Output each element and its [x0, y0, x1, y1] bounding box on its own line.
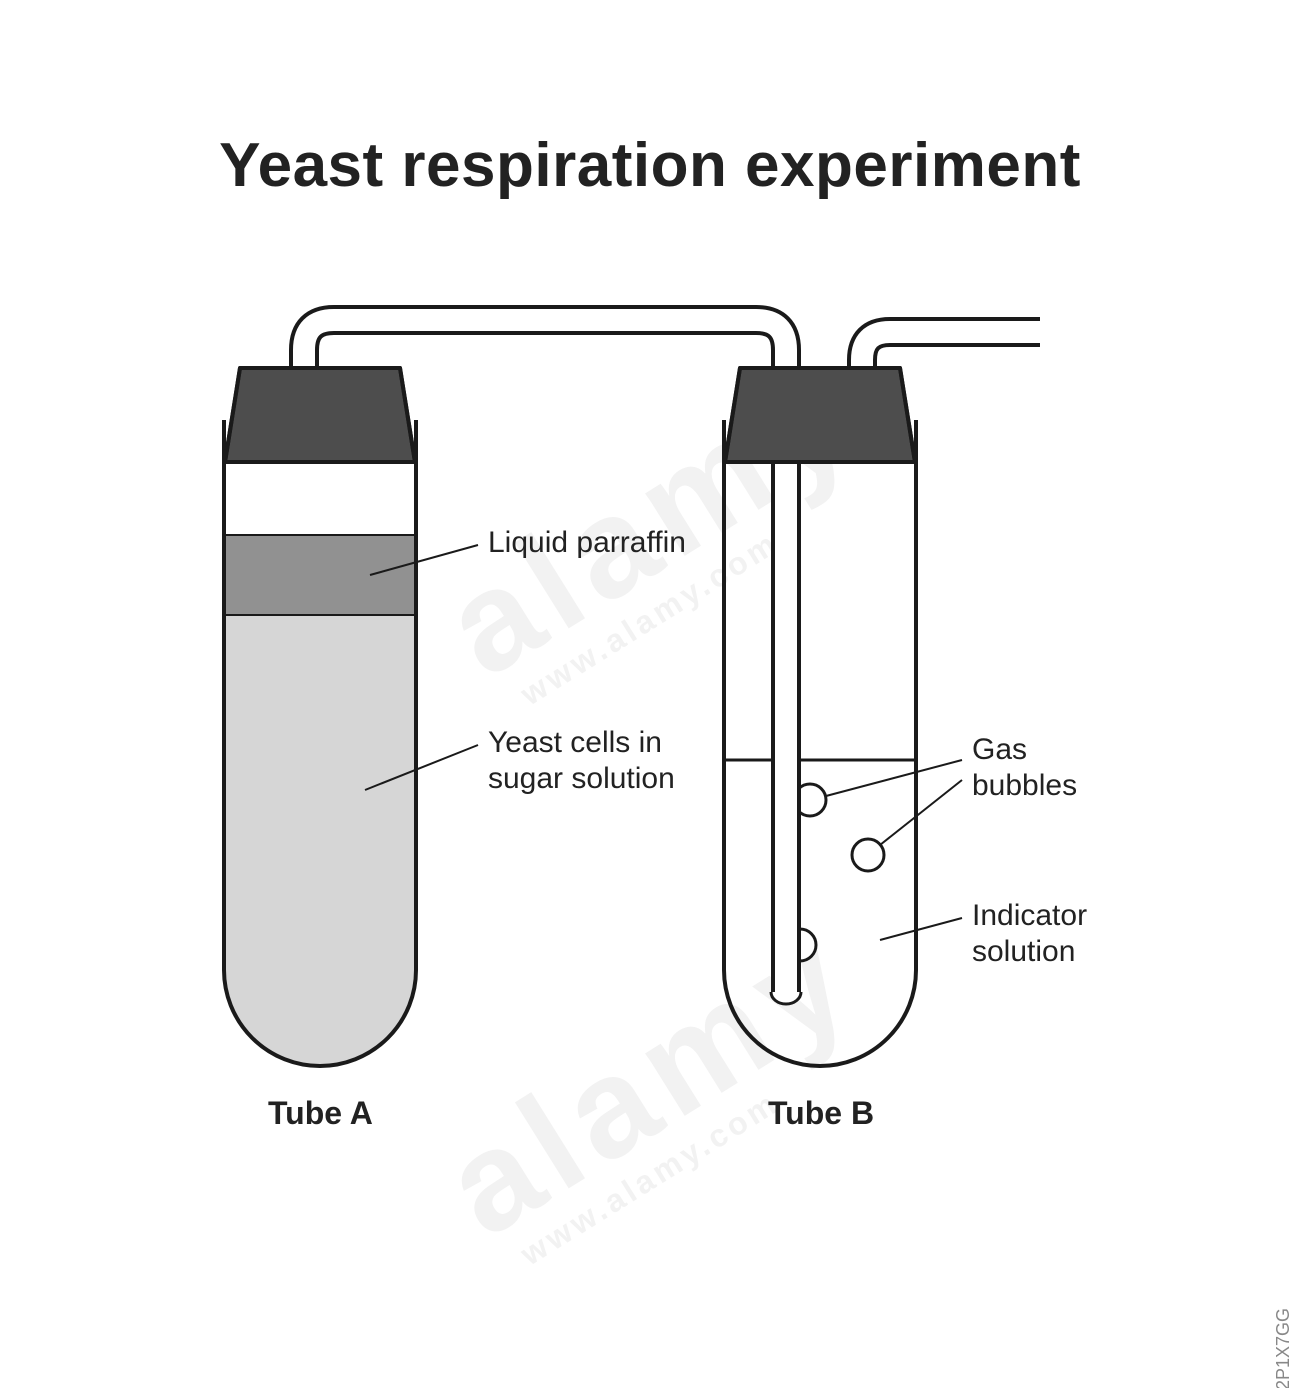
tube-a-label: Tube A [268, 1095, 373, 1132]
page: alamy www.alamy.com alamy www.alamy.com … [0, 0, 1300, 1388]
experiment-diagram [0, 0, 1300, 1388]
label-yeast: Yeast cells in sugar solution [488, 725, 675, 797]
label-indicator: Indicator solution [972, 898, 1087, 970]
callout-line-bubble-2 [880, 780, 962, 845]
tube-b [720, 368, 920, 1066]
label-bubbles: Gas bubbles [972, 732, 1077, 804]
paraffin-fill [220, 535, 420, 615]
tube-b-stopper [725, 368, 915, 462]
label-paraffin: Liquid parraffin [488, 525, 686, 561]
tube-a-stopper [225, 368, 415, 462]
outlet-pipe [847, 332, 1040, 462]
tube-b-outline [724, 420, 916, 1066]
tube-a [220, 368, 420, 1085]
image-id: 2P1X7GG [1273, 1308, 1294, 1388]
yeast-solution-fill [220, 615, 420, 1085]
tube-b-label: Tube B [768, 1095, 874, 1132]
callout-line-bubble-1 [826, 760, 962, 796]
callout-line-indicator [880, 918, 962, 940]
bubble [852, 839, 884, 871]
